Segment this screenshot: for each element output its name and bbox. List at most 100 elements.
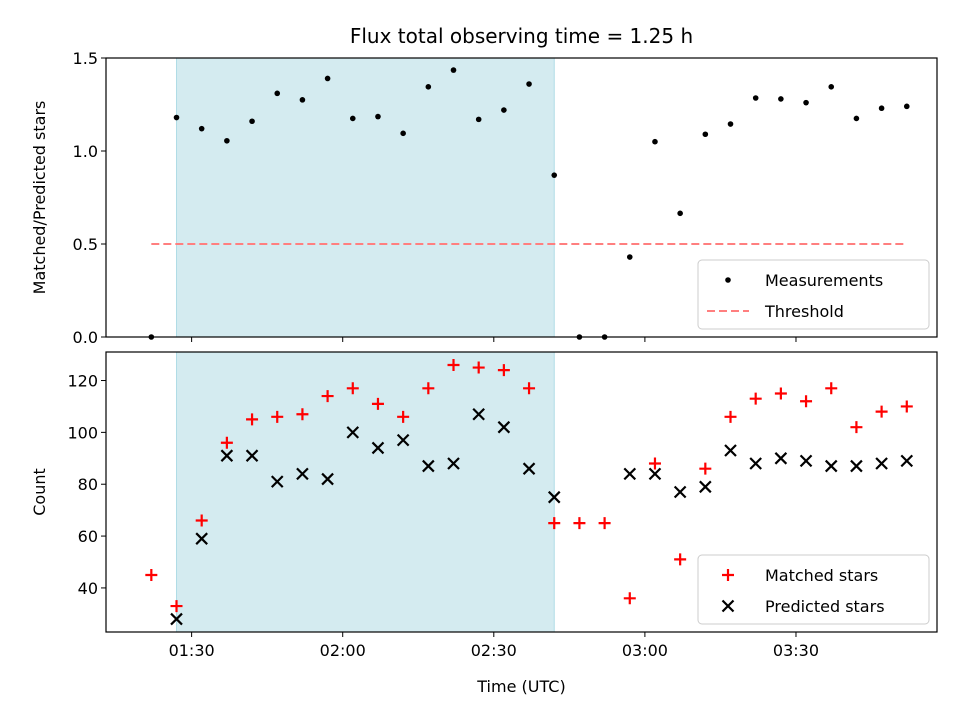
data-point bbox=[321, 390, 334, 403]
data-point bbox=[400, 130, 406, 137]
data-point bbox=[271, 410, 284, 423]
y-tick-label: 80 bbox=[78, 475, 98, 494]
series-measurements bbox=[148, 67, 910, 340]
data-point bbox=[246, 413, 259, 426]
data-point bbox=[548, 517, 561, 530]
data-point bbox=[803, 99, 809, 106]
y-tick-label: 60 bbox=[78, 527, 98, 546]
data-point bbox=[749, 457, 762, 470]
data-point bbox=[198, 125, 205, 132]
data-point bbox=[324, 75, 331, 82]
data-point bbox=[724, 444, 737, 457]
data-point bbox=[274, 90, 281, 97]
data-point bbox=[249, 118, 255, 125]
data-point bbox=[699, 480, 712, 494]
data-point bbox=[674, 553, 687, 566]
data-point bbox=[371, 397, 384, 410]
data-point bbox=[425, 84, 432, 90]
data-point bbox=[270, 475, 284, 488]
data-point bbox=[422, 382, 435, 395]
legend: Measurements Threshold bbox=[697, 259, 930, 330]
y-tick-label: 1.5 bbox=[73, 49, 98, 68]
data-point bbox=[702, 131, 709, 138]
data-point bbox=[450, 67, 457, 73]
data-point bbox=[173, 114, 180, 121]
shaded-region bbox=[176, 57, 555, 338]
data-point bbox=[321, 472, 334, 486]
data-point bbox=[774, 387, 787, 400]
series-matched-stars bbox=[145, 358, 913, 613]
data-point bbox=[220, 436, 233, 449]
chart-title: Flux total observing time = 1.25 h bbox=[350, 24, 693, 48]
y-tick-label: 1.0 bbox=[73, 142, 98, 161]
legend-marker bbox=[721, 599, 735, 613]
data-point bbox=[903, 103, 910, 110]
data-point bbox=[878, 105, 885, 112]
data-point bbox=[652, 138, 658, 145]
legend-label: Measurements bbox=[765, 271, 883, 290]
data-point bbox=[800, 395, 813, 408]
data-point bbox=[900, 400, 913, 413]
data-point bbox=[447, 358, 460, 371]
y-tick-label: 40 bbox=[78, 579, 98, 598]
data-point bbox=[799, 454, 813, 468]
data-point bbox=[296, 408, 309, 421]
data-point bbox=[551, 172, 558, 178]
axes-frame bbox=[105, 57, 938, 338]
legend-label: Matched stars bbox=[765, 566, 878, 585]
data-point bbox=[573, 517, 586, 530]
data-point bbox=[224, 137, 230, 144]
data-point bbox=[875, 405, 888, 418]
data-point bbox=[850, 459, 863, 473]
data-point bbox=[296, 467, 309, 481]
data-point bbox=[299, 97, 306, 103]
y-axis-label: Count bbox=[30, 468, 49, 516]
data-point bbox=[195, 532, 208, 545]
data-point bbox=[346, 382, 359, 395]
data-point bbox=[774, 452, 788, 465]
x-tick-label: 02:30 bbox=[471, 641, 517, 660]
shaded-region bbox=[176, 351, 555, 633]
data-point bbox=[447, 457, 460, 470]
data-point bbox=[724, 410, 737, 423]
series-predicted-stars bbox=[170, 407, 914, 626]
data-point bbox=[475, 116, 482, 123]
data-point bbox=[699, 462, 712, 475]
data-point bbox=[472, 361, 485, 374]
data-point bbox=[220, 449, 234, 462]
y-tick-label: 100 bbox=[67, 423, 98, 442]
axes-frame bbox=[105, 351, 938, 633]
data-point bbox=[626, 254, 633, 260]
data-point bbox=[501, 107, 507, 113]
data-point bbox=[850, 421, 863, 434]
legend-marker bbox=[722, 569, 734, 581]
legend: Matched stars Predicted stars bbox=[697, 554, 930, 625]
data-point bbox=[497, 364, 510, 377]
data-point bbox=[396, 433, 410, 447]
data-point bbox=[875, 457, 888, 470]
x-tick-label: 03:00 bbox=[622, 641, 668, 660]
data-point bbox=[749, 392, 762, 405]
data-point bbox=[170, 612, 183, 626]
data-point bbox=[673, 485, 687, 499]
x-axis-label: Time (UTC) bbox=[476, 677, 565, 696]
x-tick-label: 03:30 bbox=[773, 641, 819, 660]
x-tick-label: 01:30 bbox=[169, 641, 215, 660]
data-point bbox=[422, 459, 435, 473]
data-point bbox=[375, 113, 381, 120]
data-point bbox=[526, 81, 532, 87]
data-point bbox=[145, 568, 158, 581]
data-point bbox=[900, 454, 914, 468]
data-point bbox=[623, 467, 637, 481]
data-point bbox=[472, 407, 485, 421]
data-point bbox=[648, 457, 661, 470]
data-point bbox=[727, 121, 734, 127]
data-point bbox=[752, 95, 759, 101]
data-point bbox=[346, 426, 360, 439]
panel-1: 0.0 0.5 1.0 1.5 Matched/Predicted stars Flux … bbox=[30, 24, 938, 347]
data-point bbox=[853, 115, 860, 122]
data-point bbox=[195, 514, 208, 527]
legend-box bbox=[697, 259, 930, 330]
data-point bbox=[170, 600, 183, 613]
